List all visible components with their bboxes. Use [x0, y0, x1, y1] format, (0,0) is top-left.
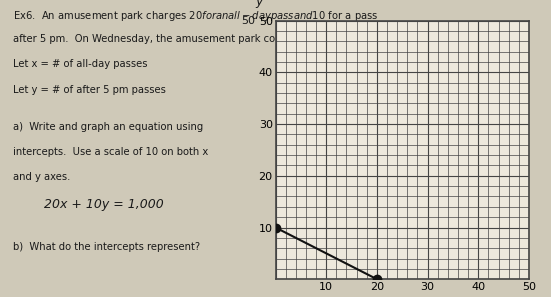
Text: y: y [256, 0, 263, 8]
Text: b)  What do the intercepts represent?: b) What do the intercepts represent? [13, 242, 201, 252]
Text: intercepts.  Use a scale of 10 on both x: intercepts. Use a scale of 10 on both x [13, 147, 208, 157]
Text: after 5 pm.  On Wednesday, the amusement park collected $1000 in pass sales.: after 5 pm. On Wednesday, the amusement … [13, 34, 414, 44]
Text: a)  Write and graph an equation using: a) Write and graph an equation using [13, 122, 203, 132]
Text: and y axes.: and y axes. [13, 172, 71, 182]
Text: 20x + 10y = 1,000: 20x + 10y = 1,000 [44, 198, 164, 211]
Text: 50: 50 [241, 16, 255, 26]
Text: Ex6.  An amusement park charges $20 for an all-day pass and $10 for a pass: Ex6. An amusement park charges $20 for a… [13, 9, 379, 23]
Text: Let y = # of after 5 pm passes: Let y = # of after 5 pm passes [13, 85, 166, 95]
Text: Let x = # of all-day passes: Let x = # of all-day passes [13, 59, 148, 69]
